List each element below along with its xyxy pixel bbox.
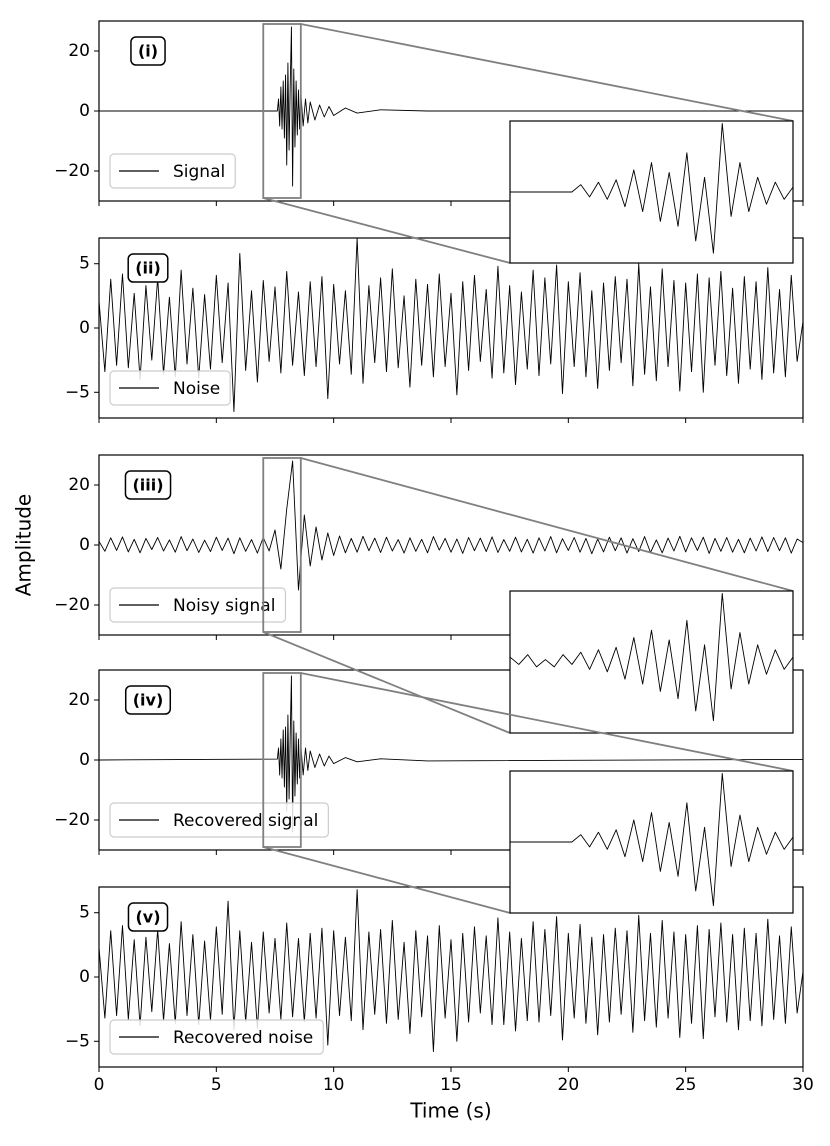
legend-label: Signal — [173, 162, 225, 182]
inset-waveform — [510, 773, 793, 907]
inset-frame — [509, 770, 794, 914]
x-tick-label: 25 — [675, 1075, 697, 1095]
y-tick-label: −5 — [65, 382, 90, 402]
waveform — [99, 238, 803, 413]
y-tick-label: −20 — [54, 161, 90, 181]
y-tick-label: −20 — [54, 595, 90, 615]
zoom-connector — [300, 457, 794, 592]
x-axis-label: Time (s) — [409, 1099, 491, 1123]
zoom-connector — [300, 672, 794, 772]
y-tick-label: 20 — [68, 475, 90, 495]
waveform — [99, 675, 803, 833]
legend-label: Noise — [173, 379, 220, 399]
zoom-box — [262, 457, 302, 633]
panel-label: (v) — [135, 908, 160, 927]
panel-label-box — [130, 36, 166, 66]
inset-frame — [509, 590, 794, 734]
x-tick-label: 10 — [323, 1075, 345, 1095]
inset-waveform — [510, 123, 793, 254]
x-tick-label: 30 — [792, 1075, 814, 1095]
legend-label: Recovered noise — [173, 1028, 313, 1048]
legend-label: Noisy signal — [173, 596, 275, 616]
legend-box — [109, 370, 231, 406]
y-tick-label: 0 — [79, 750, 90, 770]
zoom-box — [262, 23, 302, 199]
x-tick-label: 5 — [211, 1075, 222, 1095]
legend-box — [109, 587, 287, 623]
y-tick-label: 20 — [68, 690, 90, 710]
y-tick-label: 0 — [79, 101, 90, 121]
panel-label-box — [127, 902, 169, 932]
x-tick-label: 15 — [440, 1075, 462, 1095]
y-tick-label: 0 — [79, 318, 90, 338]
zoom-connector — [263, 197, 511, 264]
legend-box — [109, 1019, 324, 1055]
panel-label-box — [124, 685, 172, 715]
y-tick-label: 5 — [79, 903, 90, 923]
panel-label: (i) — [138, 42, 158, 61]
y-tick-label: −20 — [54, 810, 90, 830]
y-tick-label: 20 — [68, 41, 90, 61]
y-tick-label: 0 — [79, 535, 90, 555]
inset-frame — [509, 120, 794, 264]
panel-label-box — [124, 470, 172, 500]
legend-box — [109, 153, 236, 189]
inset-background — [510, 591, 793, 733]
legend-label: Recovered signal — [173, 811, 318, 831]
waveform — [99, 26, 803, 187]
zoom-box — [262, 672, 302, 848]
y-tick-label: −5 — [65, 1031, 90, 1051]
x-tick-label: 0 — [94, 1075, 105, 1095]
legend-box — [109, 802, 329, 838]
panel-label: (iv) — [133, 691, 164, 710]
panel-label-box — [127, 253, 169, 283]
waveform — [99, 889, 803, 1053]
inset-waveform — [510, 593, 793, 722]
panel-label: (iii) — [132, 476, 163, 495]
panel-label: (ii) — [135, 259, 161, 278]
zoom-connector — [262, 631, 511, 734]
y-tick-label: 0 — [79, 967, 90, 987]
x-tick-label: 20 — [558, 1075, 580, 1095]
y-tick-label: 5 — [79, 254, 90, 274]
zoom-connector — [263, 846, 511, 914]
waveform — [99, 460, 803, 591]
zoom-connector — [300, 23, 794, 122]
y-axis-label: Amplitude — [12, 494, 36, 597]
